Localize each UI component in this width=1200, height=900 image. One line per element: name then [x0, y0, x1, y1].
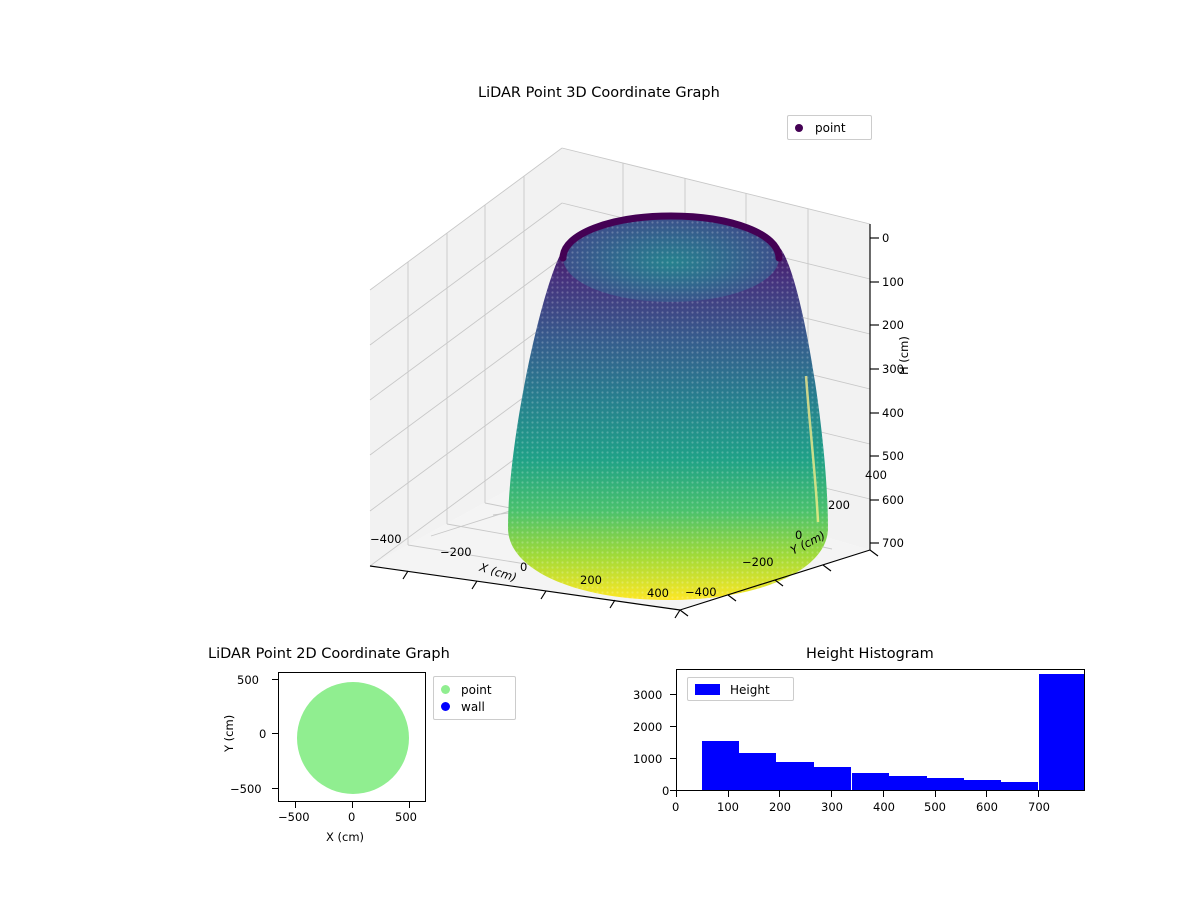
ztick-700: 700	[882, 536, 904, 550]
legend-label-point-2d: point	[461, 682, 492, 697]
xtick-mark-200-hist	[779, 791, 781, 797]
hist-bar	[1038, 673, 1084, 790]
xtick--200: −200	[440, 545, 472, 559]
xtick--400: −400	[370, 532, 402, 546]
xtick-mark-700-hist	[1038, 791, 1040, 797]
ztick-200: 200	[882, 318, 904, 332]
xtick-0-hist: 0	[672, 800, 680, 814]
ytick-2000-hist: 2000	[633, 720, 663, 734]
legend-item-point: point	[795, 119, 864, 136]
hist-bar	[851, 772, 889, 790]
xtick-400: 400	[647, 586, 669, 600]
axes-histogram	[676, 669, 1085, 791]
ztick-100: 100	[882, 275, 904, 289]
ytick--400: −400	[685, 585, 717, 599]
xtick-mark-400-hist	[883, 791, 885, 797]
ztick-300: 300	[882, 362, 904, 376]
hist-bar	[701, 741, 740, 790]
axes-2d	[278, 672, 426, 802]
hist-bar	[739, 752, 777, 790]
xtick-100-hist: 100	[717, 800, 739, 814]
ztick-500: 500	[882, 449, 904, 463]
point-marker-icon	[795, 123, 803, 132]
ztick-400: 400	[882, 406, 904, 420]
panel-hist-title: Height Histogram	[806, 646, 934, 662]
ytick-mark-0-2d	[272, 733, 278, 735]
ytick-400: 400	[865, 468, 887, 482]
xtick-400-hist: 400	[873, 800, 895, 814]
ytick-mark--500-2d	[272, 788, 278, 790]
ytick--200: −200	[742, 555, 774, 569]
xtick-mark-0-hist	[676, 791, 678, 797]
wall-marker-icon-2d	[441, 702, 450, 711]
ytick-mark-500-2d	[272, 679, 278, 681]
xtick-mark--500-2d	[295, 802, 297, 808]
panel-3d-title: LiDAR Point 3D Coordinate Graph	[478, 85, 720, 101]
legend-label-wall-2d: wall	[461, 699, 485, 714]
xtick-mark-100-hist	[728, 791, 730, 797]
hist-bar	[776, 762, 815, 790]
ytick-3000-hist: 3000	[633, 688, 663, 702]
yticks-3d	[679, 549, 879, 617]
xtick-mark-500-hist	[935, 791, 937, 797]
axis-label-h: H (cm)	[897, 336, 911, 375]
xtick-300-hist: 300	[821, 800, 843, 814]
legend-2d: point wall	[433, 676, 516, 720]
legend-histogram: Height	[687, 677, 794, 701]
ytick-mark-3000-hist	[670, 694, 676, 696]
plot-3d-svg	[369, 147, 879, 619]
xtick-500-hist: 500	[924, 800, 946, 814]
ytick--500-2d: −500	[230, 782, 262, 796]
xtick--500-2d: −500	[278, 810, 310, 824]
xticks-3d	[402, 570, 681, 619]
ztick-600: 600	[882, 493, 904, 507]
point-cloud-2d	[297, 682, 409, 794]
legend-label-point: point	[815, 120, 846, 135]
xtick-200: 200	[580, 573, 602, 587]
legend-3d: point	[787, 115, 872, 140]
xtick-200-hist: 200	[769, 800, 791, 814]
xtick-500-2d: 500	[395, 810, 417, 824]
panel-2d-title: LiDAR Point 2D Coordinate Graph	[208, 646, 450, 662]
ytick-1000-hist: 1000	[633, 752, 663, 766]
ytick-500-2d: 500	[237, 673, 259, 687]
xtick-mark-300-hist	[831, 791, 833, 797]
ytick-mark-1000-hist	[670, 758, 676, 760]
ztick-0: 0	[882, 231, 890, 245]
hist-bar	[963, 779, 1002, 790]
ytick-mark-2000-hist	[670, 726, 676, 728]
legend-item-point-2d: point	[441, 681, 508, 698]
ytick-200: 200	[828, 498, 850, 512]
hist-bar	[1001, 782, 1039, 790]
zticks-3d	[870, 237, 879, 544]
axes-3d: 0 100 200 300 400 500 600 700 H (cm) −40…	[330, 130, 950, 630]
ytick-0-2d: 0	[259, 727, 267, 741]
point-marker-icon-2d	[441, 685, 450, 694]
hist-bar	[888, 775, 927, 790]
axis-label-x-2d: X (cm)	[326, 830, 365, 844]
legend-label-height: Height	[730, 682, 770, 697]
xtick-mark-500-2d	[409, 802, 411, 808]
hist-bar	[814, 766, 852, 790]
ytick-0: 0	[795, 528, 803, 542]
ytick-mark-0-hist	[670, 790, 676, 792]
grid-back-left	[369, 147, 563, 567]
legend-item-height: Height	[695, 681, 786, 698]
xtick-0: 0	[520, 560, 528, 574]
height-bar-swatch-icon	[695, 684, 720, 695]
axis-label-y-2d: Y (cm)	[222, 714, 236, 752]
legend-item-wall-2d: wall	[441, 698, 508, 715]
ytick-0-hist: 0	[662, 784, 670, 798]
xtick-600-hist: 600	[976, 800, 998, 814]
xtick-mark-0-2d	[352, 802, 354, 808]
xtick-700-hist: 700	[1028, 800, 1050, 814]
xtick-0-2d: 0	[348, 810, 356, 824]
xtick-mark-600-hist	[986, 791, 988, 797]
point-cloud-3d	[508, 212, 828, 600]
hist-bar	[926, 778, 964, 790]
